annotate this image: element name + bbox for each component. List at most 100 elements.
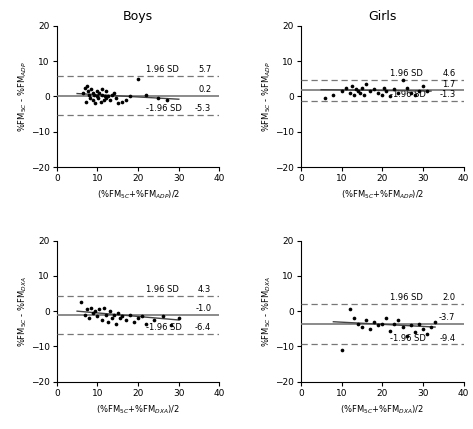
- Point: [342, 84, 350, 91]
- Text: 4.3: 4.3: [198, 285, 211, 294]
- Point: [92, 100, 99, 107]
- Point: [86, 91, 93, 98]
- Text: 1.96 SD: 1.96 SD: [390, 69, 423, 79]
- Point: [175, 315, 183, 322]
- Point: [142, 320, 150, 327]
- Point: [419, 325, 427, 332]
- Point: [106, 308, 114, 314]
- Point: [83, 306, 91, 313]
- Y-axis label: %FM$_{5C}$ - %FM$_{DXA}$: %FM$_{5C}$ - %FM$_{DXA}$: [17, 276, 29, 347]
- Point: [419, 82, 427, 89]
- Point: [407, 322, 414, 329]
- Point: [114, 100, 122, 107]
- Point: [411, 91, 419, 98]
- Text: -3.7: -3.7: [439, 314, 455, 323]
- Point: [163, 97, 170, 103]
- Point: [374, 322, 382, 329]
- Point: [82, 98, 90, 105]
- Point: [96, 89, 103, 96]
- Point: [159, 313, 166, 320]
- Point: [96, 306, 103, 313]
- Point: [81, 84, 89, 91]
- Point: [108, 315, 115, 322]
- Point: [130, 318, 138, 325]
- Point: [360, 91, 368, 98]
- Point: [362, 81, 370, 88]
- Point: [118, 98, 126, 105]
- Point: [394, 89, 402, 96]
- Text: -9.4: -9.4: [439, 334, 455, 343]
- Point: [90, 91, 98, 98]
- Point: [134, 315, 142, 322]
- Text: 5.7: 5.7: [198, 66, 211, 75]
- Point: [391, 320, 398, 327]
- Point: [150, 317, 158, 323]
- Text: 1.96 SD: 1.96 SD: [146, 66, 179, 75]
- Text: 1.7: 1.7: [442, 80, 455, 89]
- Text: 4.6: 4.6: [442, 69, 455, 79]
- Point: [98, 91, 105, 98]
- Point: [104, 318, 112, 325]
- Text: 0.2: 0.2: [198, 85, 211, 94]
- Point: [330, 91, 337, 98]
- Point: [102, 311, 109, 318]
- Y-axis label: %FM$_{5C}$ - %FM$_{ADP}$: %FM$_{5C}$ - %FM$_{ADP}$: [261, 61, 273, 132]
- Text: -1.96 SD: -1.96 SD: [390, 334, 426, 343]
- Point: [362, 317, 370, 323]
- X-axis label: (%FM$_{5C}$+%FM$_{ADP}$)/2: (%FM$_{5C}$+%FM$_{ADP}$)/2: [96, 188, 180, 201]
- X-axis label: (%FM$_{5C}$+%FM$_{DXA}$)/2: (%FM$_{5C}$+%FM$_{DXA}$)/2: [96, 403, 180, 416]
- Point: [358, 323, 366, 330]
- Point: [114, 309, 122, 316]
- Point: [86, 315, 93, 322]
- Point: [167, 322, 175, 329]
- Title: Boys: Boys: [123, 10, 153, 23]
- Point: [338, 347, 345, 353]
- Title: Girls: Girls: [368, 10, 396, 23]
- Point: [100, 304, 107, 311]
- Point: [134, 76, 142, 82]
- Y-axis label: %FM$_{5C}$ - %FM$_{DXA}$: %FM$_{5C}$ - %FM$_{DXA}$: [261, 276, 273, 347]
- Point: [100, 97, 107, 103]
- Text: -1.96 SD: -1.96 SD: [146, 323, 182, 332]
- Point: [122, 97, 130, 103]
- Point: [380, 84, 388, 91]
- Point: [155, 95, 162, 102]
- Text: 2.0: 2.0: [442, 293, 455, 302]
- Point: [116, 315, 123, 322]
- Point: [383, 315, 390, 322]
- Point: [411, 329, 419, 336]
- Point: [79, 89, 87, 96]
- Point: [322, 95, 329, 102]
- Text: -1.3: -1.3: [439, 90, 455, 99]
- X-axis label: (%FM$_{5C}$+%FM$_{ADP}$)/2: (%FM$_{5C}$+%FM$_{ADP}$)/2: [341, 188, 424, 201]
- Point: [374, 89, 382, 96]
- Point: [386, 93, 394, 100]
- Point: [370, 318, 378, 325]
- Point: [93, 88, 100, 94]
- Point: [391, 86, 398, 93]
- Point: [88, 304, 95, 311]
- Text: -1.96 SD: -1.96 SD: [146, 104, 182, 113]
- Text: 1.96 SD: 1.96 SD: [146, 285, 179, 294]
- Text: -5.3: -5.3: [195, 104, 211, 113]
- Point: [126, 311, 134, 318]
- Point: [95, 95, 102, 102]
- Point: [126, 93, 134, 100]
- Point: [98, 86, 106, 93]
- X-axis label: (%FM$_{5C}$+%FM$_{DXA}$)/2: (%FM$_{5C}$+%FM$_{DXA}$)/2: [341, 403, 424, 416]
- Text: 1.96 SD: 1.96 SD: [390, 293, 423, 302]
- Point: [112, 320, 120, 327]
- Point: [423, 88, 431, 94]
- Text: -1.96 SD: -1.96 SD: [390, 90, 426, 99]
- Point: [101, 93, 108, 100]
- Point: [394, 317, 402, 323]
- Point: [370, 86, 378, 93]
- Point: [423, 331, 431, 338]
- Point: [112, 95, 120, 102]
- Point: [366, 88, 374, 94]
- Point: [378, 91, 386, 98]
- Point: [399, 77, 406, 84]
- Point: [407, 89, 414, 96]
- Point: [415, 88, 422, 94]
- Point: [403, 332, 411, 339]
